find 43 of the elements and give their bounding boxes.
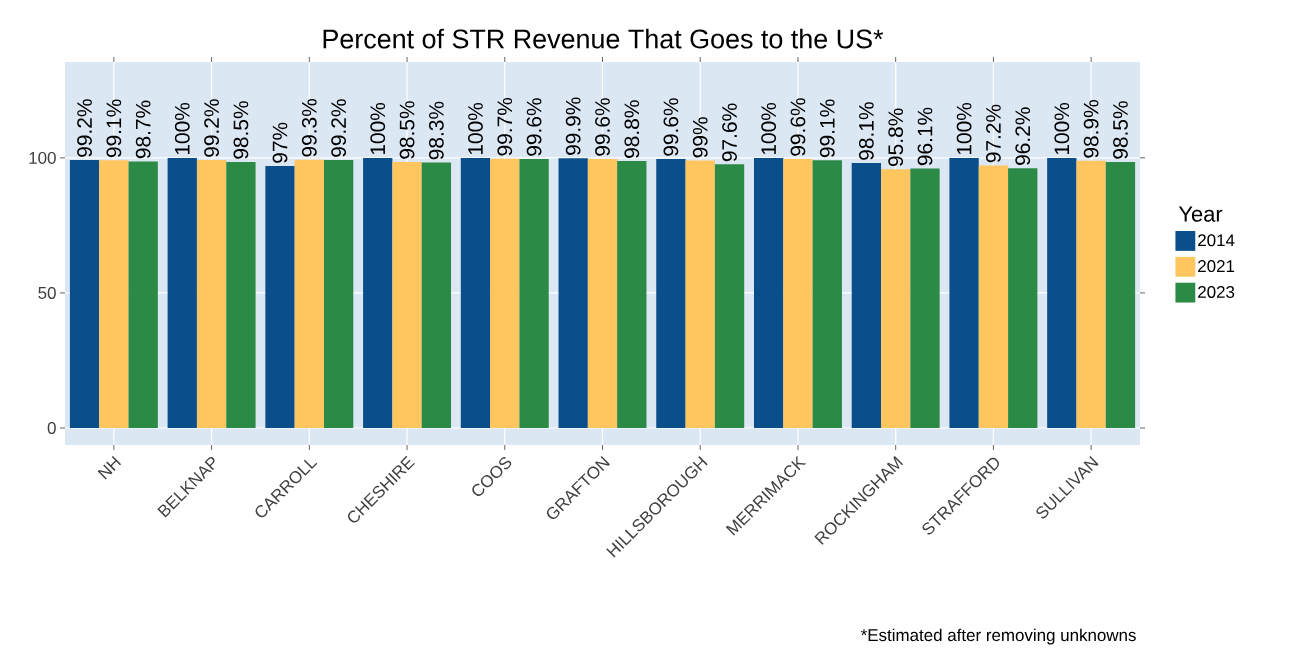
y-tick-label: 50 bbox=[38, 286, 56, 299]
data-label: 99.2% bbox=[331, 99, 347, 157]
data-label: 98.7% bbox=[135, 100, 151, 159]
data-label: 99.9% bbox=[565, 97, 581, 155]
data-label: 100% bbox=[956, 102, 972, 155]
data-label: 97.6% bbox=[722, 103, 737, 162]
data-label: 99.6% bbox=[663, 98, 679, 156]
data-label: 99.1% bbox=[106, 99, 122, 158]
data-label: 99% bbox=[692, 117, 708, 158]
data-label: 97% bbox=[272, 122, 288, 163]
legend-title: Year bbox=[1178, 206, 1223, 222]
data-label: 100% bbox=[468, 102, 483, 155]
data-label: 96.1% bbox=[917, 107, 933, 166]
y-tick-label: 100 bbox=[29, 151, 56, 164]
text: *Estimated after removing unknowns bbox=[860, 628, 1136, 645]
data-label: 99.6% bbox=[526, 98, 542, 156]
data-label: 99.3% bbox=[301, 99, 317, 157]
chart-title: Percent of STR Revenue That Goes to the US* bbox=[323, 28, 884, 49]
data-label: 99.6% bbox=[790, 98, 806, 156]
data-label: 100% bbox=[370, 102, 386, 155]
data-label: 99.6% bbox=[595, 98, 610, 156]
x-tick-label: NH bbox=[97, 455, 122, 480]
data-label: 98.1% bbox=[858, 102, 874, 160]
data-label: 100% bbox=[761, 102, 777, 155]
data-label: 100% bbox=[174, 102, 190, 155]
legend-label: 2014 bbox=[1198, 234, 1235, 247]
legend-label: 2021 bbox=[1198, 260, 1235, 273]
data-label: 99.1% bbox=[819, 99, 835, 158]
data-label: 98.8% bbox=[624, 100, 640, 158]
data-label: 98.3% bbox=[428, 101, 444, 160]
data-label: 98.5% bbox=[1113, 101, 1128, 159]
data-label: 100% bbox=[1054, 102, 1070, 155]
data-label: 98.5% bbox=[399, 101, 415, 159]
data-label: 99.7% bbox=[497, 97, 513, 156]
data-label: 99.2% bbox=[77, 99, 92, 157]
data-label: 96.2% bbox=[1015, 107, 1031, 165]
legend-label: 2023 bbox=[1198, 285, 1235, 298]
data-label: 99.2% bbox=[204, 99, 219, 157]
data-label: 95.8% bbox=[888, 108, 904, 167]
data-label: 98.9% bbox=[1083, 100, 1099, 158]
data-label: 98.5% bbox=[233, 101, 249, 159]
y-tick-label: 0 bbox=[47, 421, 56, 434]
data-label: 97.2% bbox=[986, 104, 1001, 163]
